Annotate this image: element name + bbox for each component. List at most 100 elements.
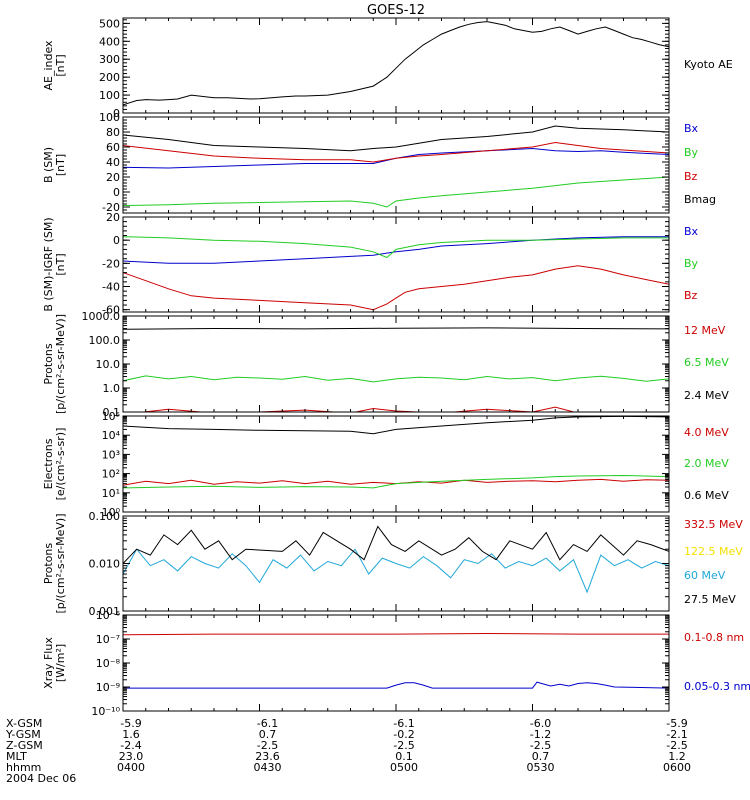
legend-entry: By	[684, 146, 699, 159]
y-axis-label: Xray Flux[W/m²]	[42, 637, 67, 689]
footer-value: 0500	[390, 761, 418, 774]
y-tick-label: -20	[102, 201, 120, 214]
series-line-27-5-mev	[123, 525, 669, 564]
y-tick-label: 10²	[102, 468, 120, 481]
y-axis-label-line: Electrons	[42, 438, 55, 489]
y-tick-label: 10¹	[102, 487, 120, 500]
series-line-bz	[123, 141, 669, 163]
legend-entry: Bx	[684, 225, 699, 238]
panel-protons_high: 0.001 0.010 0.100 Protons[p/(cm²-s-sr-MeV)]…	[42, 510, 743, 618]
legend-entry: Bx	[684, 122, 699, 135]
legend-entry: By	[684, 257, 699, 270]
footer-value: 1.2	[668, 750, 686, 763]
series-line-bx	[123, 147, 669, 169]
y-axis-label: B (SM)[nT]	[42, 147, 67, 183]
footer-date: 2004 Dec 06	[6, 772, 76, 785]
footer-value: -6.0	[530, 717, 551, 730]
legend-entry: Bmag	[684, 193, 716, 206]
footer-value: -5.9	[120, 717, 141, 730]
panel-frame	[122, 17, 670, 114]
y-axis-label: Protons[p/(cm²-s-sr-MeV)]	[42, 514, 67, 614]
panel-frame	[122, 614, 670, 712]
y-axis-label-line: Protons	[42, 343, 55, 384]
y-tick-label: 20	[106, 211, 120, 224]
footer-value: -0.2	[393, 728, 414, 741]
y-axis-label-line: Protons	[42, 543, 55, 584]
y-tick-label: 10⁵	[102, 410, 120, 423]
series-line-bmag	[123, 125, 669, 152]
y-tick-label: 10⁰	[102, 506, 121, 519]
y-axis-label-line: AE_index	[42, 40, 55, 91]
footer-value: -2.5	[530, 739, 551, 752]
y-tick-label: -60	[102, 304, 120, 317]
footer-value: -5.9	[666, 717, 687, 730]
legend-entry: Kyoto AE	[684, 58, 733, 71]
footer-ephemeris: X-GSM -5.9 -6.1 -6.1 -6.0 -5.9 Y-GSM 1.6 0.7 -0.2…	[5, 717, 691, 785]
chart-title: GOES-12	[367, 3, 425, 18]
y-tick-label: 200	[99, 71, 120, 84]
y-tick-label: 0	[113, 107, 120, 120]
y-axis-label-line: [p/(cm²-s-sr-MeV)]	[54, 314, 67, 414]
series-line-4-0-mev	[123, 478, 669, 486]
y-axis-label-line: B (SM)	[42, 147, 55, 183]
panel-ae: 0 100 200 300 400 500 AE_index[nT] Kyoto AE	[42, 17, 733, 120]
y-tick-label: 0.010	[89, 558, 121, 571]
footer-row-label: hhmm	[6, 761, 41, 774]
legend-entry: 0.6 MeV	[684, 489, 729, 502]
series-line-0-6-mev	[123, 416, 669, 435]
footer-value: -1.2	[530, 728, 551, 741]
y-tick-label: 20	[106, 171, 120, 184]
footer-row-label: Z-GSM	[6, 739, 43, 752]
y-tick-label: 10.0	[96, 358, 121, 371]
legend-entry: 27.5 MeV	[684, 593, 736, 606]
y-tick-label: 10³	[102, 448, 120, 461]
y-tick-label: 60	[106, 141, 120, 154]
y-tick-label: 80	[106, 126, 120, 139]
y-tick-label: 40	[106, 156, 120, 169]
footer-value: 23.6	[255, 750, 280, 763]
y-axis-label-line: [e/(cm²-s-sr)]	[54, 428, 67, 501]
footer-value: 0600	[663, 761, 691, 774]
y-axis-label: Protons[p/(cm²-s-sr-MeV)]	[42, 314, 67, 414]
legend-entry: 2.4 MeV	[684, 389, 729, 402]
series-line-by	[123, 176, 669, 208]
series-line-2-0-mev	[123, 474, 669, 489]
footer-value: -2.5	[257, 739, 278, 752]
y-tick-label: 0.100	[89, 510, 121, 523]
y-tick-label: 1000.0	[82, 310, 121, 323]
legend-entry: 332.5 MeV	[684, 518, 743, 531]
y-tick-label: 10⁻¹⁰	[91, 705, 120, 718]
y-axis-label: Electrons[e/(cm²-s-sr)]	[42, 428, 67, 501]
y-axis-label-line: [nT]	[54, 54, 67, 76]
legend-entry: 12 MeV	[684, 324, 726, 337]
panel-frame	[122, 415, 670, 513]
footer-value: -2.1	[666, 728, 687, 741]
footer-value: 0.1	[395, 750, 413, 763]
y-tick-label: 100	[99, 111, 120, 124]
footer-value: 0400	[117, 761, 145, 774]
y-tick-label: 0.1	[103, 406, 121, 419]
footer-value: 1.6	[122, 728, 140, 741]
y-axis-label: B (SM)-IGRF (SM)[nT]	[42, 217, 67, 311]
legend-entry: Bz	[684, 170, 698, 183]
legend-entry: Bz	[684, 289, 698, 302]
footer-value: -2.5	[393, 739, 414, 752]
y-axis-label-line: B (SM)-IGRF (SM)	[42, 217, 55, 311]
legend-entry: 0.1-0.8 nm	[684, 631, 744, 644]
footer-value: 0.7	[532, 750, 550, 763]
legend-entry: 60 MeV	[684, 569, 726, 582]
panel-xray: 10⁻¹⁰ 10⁻⁹ 10⁻⁸ 10⁻⁷ 10⁻⁶ Xray Flux[W/m²] 0.1-…	[42, 609, 750, 718]
series-line-60-mev	[123, 548, 669, 594]
series-line-6-5-mev	[123, 375, 669, 383]
panel-bigrf: -60 -40 -20 0 20 B (SM)-IGRF (SM)[nT] Bx By Bz	[42, 211, 699, 317]
footer-row-label: Y-GSM	[5, 728, 41, 741]
y-tick-label: 10⁻⁹	[96, 681, 120, 694]
series-line-0-05-0-3-nm	[123, 681, 669, 689]
footer-value: -2.5	[666, 739, 687, 752]
y-axis-label-line: [W/m²]	[54, 644, 67, 682]
y-tick-label: 10⁻⁶	[96, 609, 121, 622]
series-line-0-1-0-8-nm	[123, 632, 669, 636]
footer-row-label: X-GSM	[6, 717, 42, 730]
panel-frame	[122, 315, 670, 413]
